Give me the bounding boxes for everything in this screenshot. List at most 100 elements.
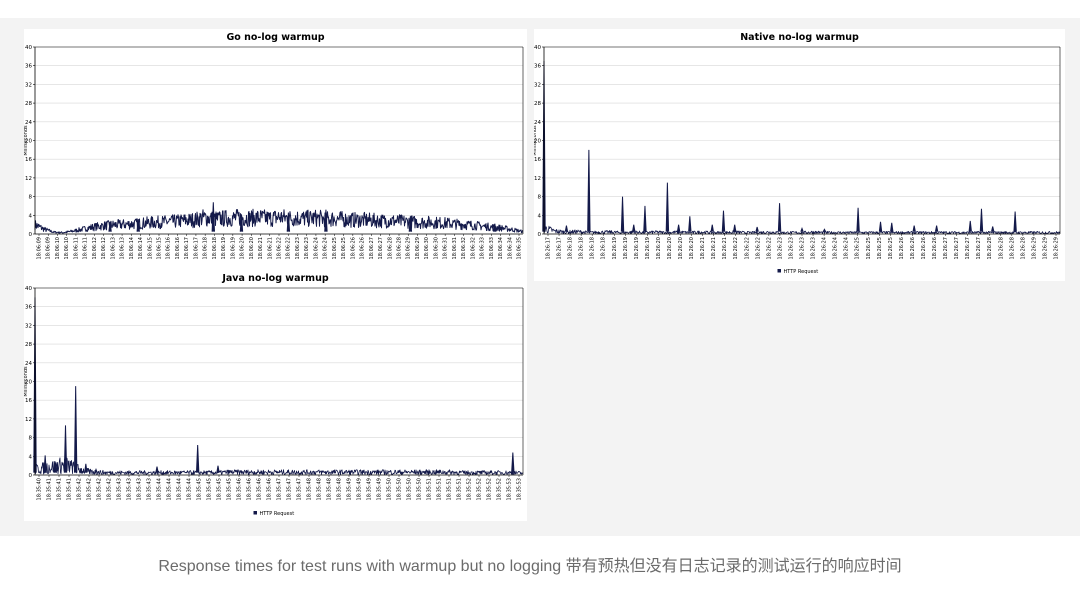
x-tick-label: 18:06:19 [230, 237, 236, 259]
y-tick-label: 24 [534, 120, 541, 126]
spike [632, 224, 636, 232]
x-tick-label: 18:06:28 [387, 237, 393, 259]
y-tick-label: 28 [25, 342, 32, 348]
x-tick-label: 18:26:26 [932, 237, 938, 259]
spike [733, 224, 737, 232]
x-tick-label: 18:35:49 [357, 478, 363, 500]
x-tick-label: 18:06:18 [212, 237, 218, 259]
x-tick-label: 18:06:12 [101, 237, 107, 259]
spike [63, 425, 68, 473]
x-tick-label: 18:06:22 [277, 237, 283, 259]
y-tick-label: 28 [534, 101, 541, 107]
spike [721, 210, 726, 232]
y-tick-label: 16 [534, 157, 541, 163]
x-tick-label: 18:35:50 [417, 478, 423, 500]
spike [912, 225, 916, 232]
x-tick-label: 18:06:27 [369, 237, 375, 259]
spike [324, 209, 328, 232]
spike [822, 228, 827, 232]
x-tick-label: 18:35:52 [477, 478, 483, 500]
y-tick-label: 20 [534, 139, 541, 145]
x-tick-label: 18:35:49 [377, 478, 383, 500]
x-tick-label: 18:35:51 [427, 478, 433, 500]
x-tick-label: 18:35:49 [347, 478, 353, 500]
x-tick-label: 18:35:50 [387, 478, 393, 500]
x-tick-label: 18:35:47 [277, 478, 283, 500]
x-tick-label: 18:06:09 [46, 237, 52, 259]
x-tick-label: 18:06:18 [203, 237, 209, 259]
y-tick-label: 4 [538, 213, 542, 219]
spike [211, 202, 216, 232]
figure-caption: Response times for test runs with warmup… [158, 558, 902, 575]
y-tick-label: 40 [25, 286, 32, 292]
x-tick-label: 18:06:24 [313, 237, 319, 259]
x-tick-label: 18:06:11 [73, 237, 79, 259]
x-tick-label: 18:06:25 [341, 237, 347, 259]
y-tick-label: 0 [538, 232, 542, 238]
x-tick-label: 18:35:46 [237, 478, 243, 500]
x-tick-label: 18:06:22 [286, 237, 292, 259]
x-tick-label: 18:26:22 [766, 237, 772, 259]
x-tick-label: 18:26:22 [733, 237, 739, 259]
spike [890, 222, 894, 232]
y-tick-label: 20 [25, 380, 32, 386]
x-tick-label: 18:06:14 [138, 237, 144, 259]
spike [620, 196, 625, 232]
x-tick-label: 18:06:11 [83, 237, 89, 259]
x-tick-label: 18:06:16 [175, 237, 181, 259]
y-tick-label: 36 [25, 64, 32, 70]
spike [934, 225, 939, 232]
x-tick-label: 18:06:10 [55, 237, 61, 259]
x-tick-label: 18:06:14 [129, 237, 135, 259]
x-tick-label: 18:06:31 [452, 237, 458, 259]
x-tick-label: 18:06:27 [378, 237, 384, 259]
spike [136, 218, 140, 232]
x-tick-label: 18:26:23 [800, 237, 806, 259]
x-tick-label: 18:35:44 [177, 478, 183, 500]
x-tick-label: 18:35:51 [457, 478, 463, 500]
legend-swatch [253, 511, 257, 515]
y-tick-label: 32 [534, 82, 541, 88]
chart-title: Go no-log warmup [226, 32, 324, 43]
x-tick-label: 18:35:46 [257, 478, 263, 500]
x-tick-label: 18:06:30 [433, 237, 439, 259]
y-tick-label: 8 [538, 195, 542, 201]
spike [710, 224, 714, 232]
x-tick-label: 18:06:26 [360, 237, 366, 259]
spike [108, 221, 112, 232]
x-tick-label: 18:35:48 [337, 478, 343, 500]
x-tick-label: 18:06:17 [193, 237, 199, 259]
spike [800, 226, 804, 232]
x-tick-label: 18:06:31 [443, 237, 449, 259]
x-tick-label: 18:26:28 [987, 237, 993, 259]
y-tick-label: 0 [29, 232, 33, 238]
y-tick-label: 24 [25, 120, 32, 126]
x-tick-label: 18:35:44 [187, 478, 193, 500]
series-line [543, 225, 1061, 235]
x-tick-label: 18:06:19 [221, 237, 227, 259]
x-tick-label: 18:26:22 [755, 237, 761, 259]
spike [53, 462, 58, 473]
x-tick-label: 18:26:20 [656, 237, 662, 259]
spike [777, 203, 782, 232]
spike [991, 226, 995, 232]
x-tick-label: 18:35:51 [447, 478, 453, 500]
x-tick-label: 18:06:30 [424, 237, 430, 259]
x-tick-label: 18:35:41 [57, 478, 63, 500]
y-axis-label: Milliseconds [534, 125, 538, 156]
x-tick-label: 18:35:45 [197, 478, 203, 500]
x-tick-label: 18:35:50 [397, 478, 403, 500]
spike [688, 216, 692, 232]
x-tick-label: 18:35:45 [207, 478, 213, 500]
x-tick-label: 18:06:09 [37, 237, 43, 259]
x-tick-label: 18:06:33 [489, 237, 495, 259]
x-tick-label: 18:26:17 [557, 237, 563, 259]
x-tick-label: 18:26:27 [965, 237, 971, 259]
x-tick-label: 18:06:28 [397, 237, 403, 259]
x-tick-label: 18:35:42 [77, 478, 83, 500]
y-tick-label: 40 [25, 45, 32, 51]
x-tick-label: 18:26:26 [899, 237, 905, 259]
x-tick-label: 18:35:52 [487, 478, 493, 500]
x-tick-label: 18:26:27 [976, 237, 982, 259]
x-tick-label: 18:26:19 [612, 237, 618, 259]
